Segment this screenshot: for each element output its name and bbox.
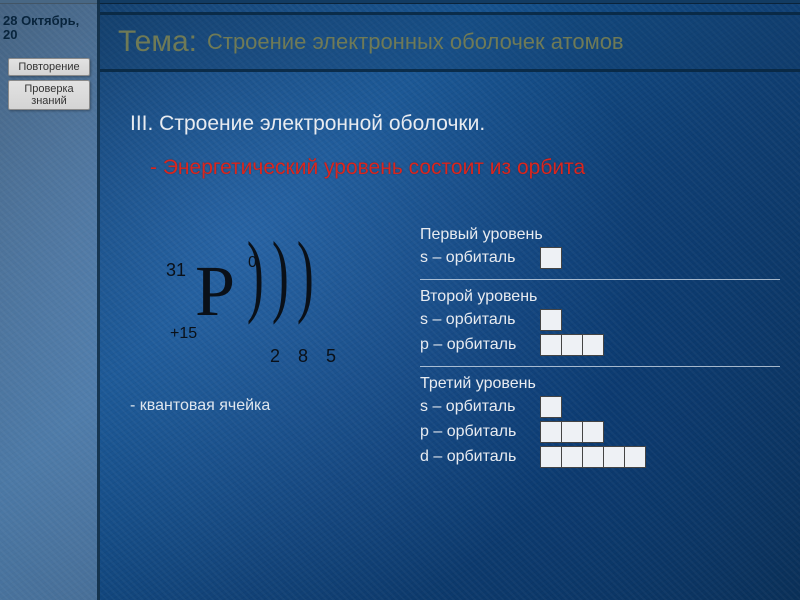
level-title: Первый уровень bbox=[420, 226, 800, 244]
divider bbox=[420, 366, 780, 367]
orbital-label: p – орбиталь bbox=[420, 336, 540, 354]
level-3: Третий уровень s – орбиталь p – орбиталь… bbox=[420, 375, 800, 468]
highlighted-text: - Энергетический уровень состоит из орби… bbox=[150, 156, 585, 180]
slide: 28 Октябрь, 20 Повторение Проверка знани… bbox=[0, 0, 800, 600]
title-prefix: Тема: bbox=[118, 25, 197, 59]
shell-count-3: 5 bbox=[326, 346, 336, 367]
quantum-cell bbox=[603, 446, 625, 468]
level-title: Второй уровень bbox=[420, 288, 800, 306]
orbital-row: s – орбиталь bbox=[420, 396, 800, 418]
date-text: 28 Октябрь, 20 bbox=[3, 14, 93, 43]
levels-column: Первый уровень s – орбиталь Второй урове… bbox=[420, 226, 800, 474]
orbital-row: s – орбиталь bbox=[420, 247, 800, 269]
orbital-cells bbox=[540, 247, 562, 269]
top-border bbox=[0, 0, 800, 4]
quantum-cell-label: - квантовая ячейка bbox=[130, 396, 300, 415]
atom-mass: 31 bbox=[166, 260, 186, 281]
orbital-label: p – орбиталь bbox=[420, 423, 540, 441]
shell-arc-2: ) bbox=[272, 228, 289, 320]
quantum-cell bbox=[561, 446, 583, 468]
quantum-cell bbox=[540, 309, 562, 331]
orbital-cells bbox=[540, 396, 562, 418]
orbital-cells bbox=[540, 334, 604, 356]
orbital-row: p – орбиталь bbox=[420, 334, 800, 356]
element-symbol: P bbox=[195, 255, 235, 327]
orbital-cells bbox=[540, 309, 562, 331]
orbital-cells bbox=[540, 446, 646, 468]
quantum-cell bbox=[540, 247, 562, 269]
quantum-cell bbox=[540, 396, 562, 418]
level-2: Второй уровень s – орбиталь p – орбиталь bbox=[420, 288, 800, 356]
orbital-cells bbox=[540, 421, 604, 443]
orbital-row: d – орбиталь bbox=[420, 446, 800, 468]
quantum-cell bbox=[582, 446, 604, 468]
title-text: Строение электронных оболочек атомов bbox=[207, 29, 624, 55]
quantum-cell bbox=[540, 334, 562, 356]
quantum-cell bbox=[582, 334, 604, 356]
title-bar: Тема: Строение электронных оболочек атом… bbox=[100, 12, 800, 72]
level-title: Третий уровень bbox=[420, 375, 800, 393]
orbital-row: p – орбиталь bbox=[420, 421, 800, 443]
quantum-cell bbox=[582, 421, 604, 443]
orbital-label: s – орбиталь bbox=[420, 398, 540, 416]
shell-count-1: 2 bbox=[270, 346, 280, 367]
atom-charge: +15 bbox=[170, 325, 197, 343]
orbital-label: d – орбиталь bbox=[420, 448, 540, 466]
shell-arc-1: ) bbox=[247, 228, 264, 320]
atom-diagram: 31 0 P +15 ) ) ) 2 8 5 - квантовая ячейк… bbox=[130, 230, 420, 420]
quantum-cell bbox=[624, 446, 646, 468]
shell-arc-3: ) bbox=[297, 228, 314, 320]
divider bbox=[420, 279, 780, 280]
orbital-label: s – орбиталь bbox=[420, 311, 540, 329]
sidebar: 28 Октябрь, 20 Повторение Проверка знани… bbox=[0, 0, 100, 600]
orbital-label: s – орбиталь bbox=[420, 249, 540, 267]
quantum-cell bbox=[540, 421, 562, 443]
quantum-cell bbox=[540, 446, 562, 468]
shell-count-2: 8 bbox=[298, 346, 308, 367]
repeat-button[interactable]: Повторение bbox=[8, 58, 90, 76]
quantum-cell bbox=[561, 334, 583, 356]
check-knowledge-button[interactable]: Проверка знаний bbox=[8, 80, 90, 110]
quantum-cell bbox=[561, 421, 583, 443]
level-1: Первый уровень s – орбиталь bbox=[420, 226, 800, 269]
orbital-row: s – орбиталь bbox=[420, 309, 800, 331]
section-heading: III. Строение электронной оболочки. bbox=[130, 112, 485, 136]
